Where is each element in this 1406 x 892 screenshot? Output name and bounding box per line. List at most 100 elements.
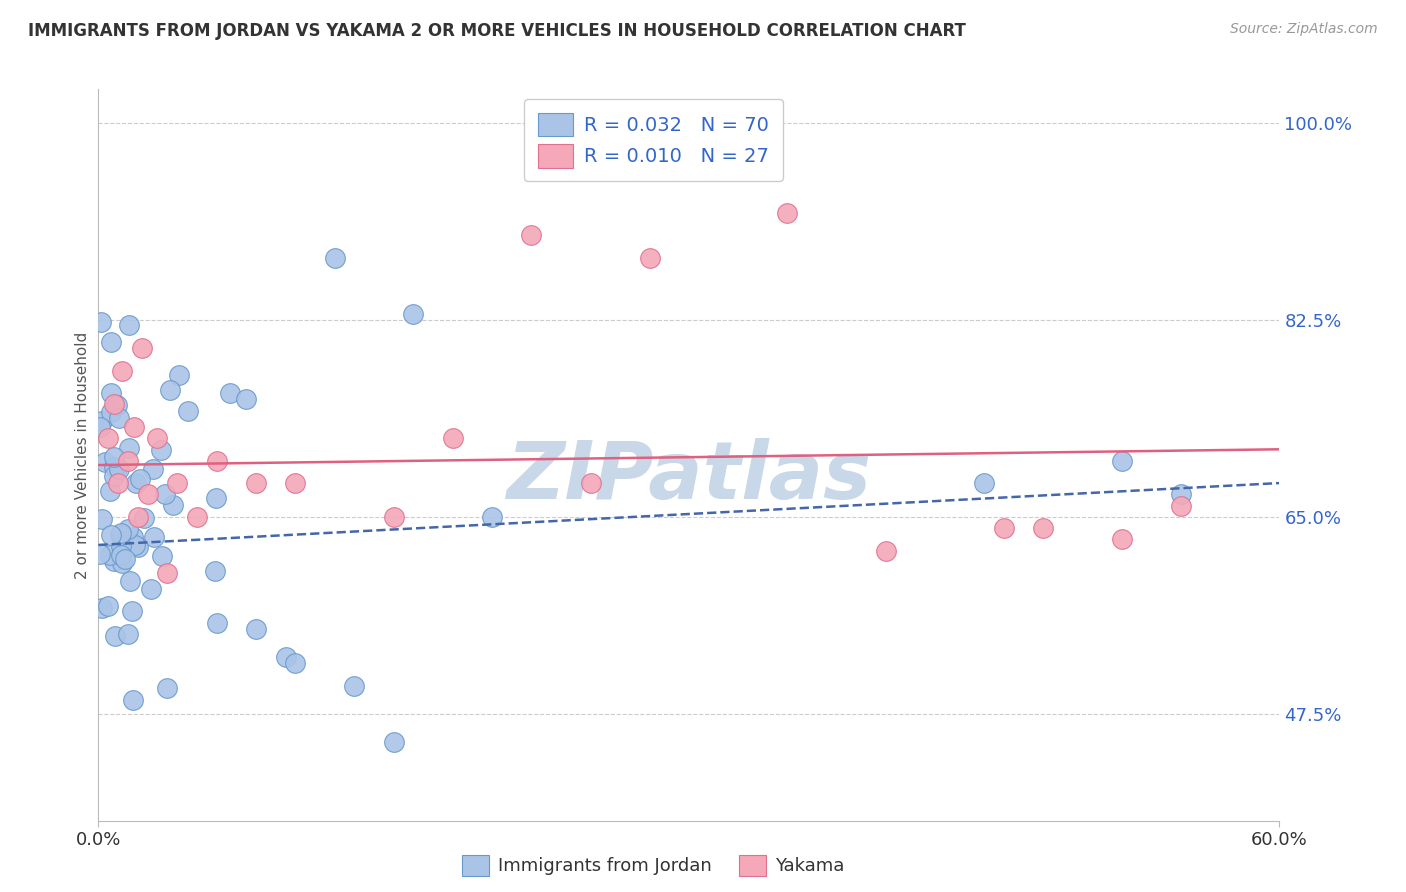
Point xyxy=(1170,487,1192,501)
Point xyxy=(143,530,166,544)
Point xyxy=(117,627,139,641)
Point xyxy=(638,251,661,265)
Point xyxy=(186,509,208,524)
Point xyxy=(973,476,995,491)
Point xyxy=(177,404,200,418)
Point xyxy=(89,420,111,434)
Point xyxy=(1032,521,1054,535)
Point xyxy=(149,442,172,457)
Point xyxy=(97,431,120,445)
Text: IMMIGRANTS FROM JORDAN VS YAKAMA 2 OR MORE VEHICLES IN HOUSEHOLD CORRELATION CHA: IMMIGRANTS FROM JORDAN VS YAKAMA 2 OR MO… xyxy=(28,22,966,40)
Point xyxy=(276,650,298,665)
Point xyxy=(108,462,131,476)
Point xyxy=(139,582,162,596)
Y-axis label: 2 or more Vehicles in Household: 2 or more Vehicles in Household xyxy=(75,331,90,579)
Point xyxy=(121,530,143,544)
Point xyxy=(284,656,307,670)
Point xyxy=(103,460,125,475)
Point xyxy=(90,601,112,615)
Point xyxy=(107,476,129,491)
Point xyxy=(382,509,405,524)
Point xyxy=(115,533,138,547)
Point xyxy=(219,386,242,401)
Point xyxy=(159,384,181,398)
Point xyxy=(98,483,121,498)
Point xyxy=(118,318,141,332)
Point xyxy=(167,368,190,382)
Point xyxy=(382,735,405,749)
Point xyxy=(481,509,503,524)
Point xyxy=(343,679,366,693)
Point xyxy=(235,392,257,406)
Point xyxy=(579,476,602,491)
Point xyxy=(94,455,117,469)
Point xyxy=(121,604,143,618)
Point xyxy=(129,472,152,486)
Point xyxy=(1111,533,1133,547)
Point xyxy=(1111,453,1133,467)
Point xyxy=(136,487,159,501)
Point xyxy=(520,228,543,243)
Point xyxy=(110,539,132,553)
Point xyxy=(162,499,184,513)
Text: ZIPatlas: ZIPatlas xyxy=(506,438,872,516)
Point xyxy=(127,509,149,524)
Point xyxy=(91,414,114,428)
Point xyxy=(124,538,146,552)
Point xyxy=(402,307,425,321)
Point xyxy=(98,548,121,562)
Point xyxy=(110,526,132,541)
Point xyxy=(205,453,228,467)
Point xyxy=(103,469,125,483)
Point xyxy=(103,397,125,411)
Point xyxy=(121,692,143,706)
Point xyxy=(1170,499,1192,513)
Point xyxy=(100,334,122,349)
Point xyxy=(146,431,169,445)
Point xyxy=(110,548,132,562)
Point xyxy=(103,554,125,568)
Point xyxy=(100,385,122,400)
Point xyxy=(97,599,120,613)
Point xyxy=(205,491,228,505)
Point xyxy=(131,341,153,355)
Point xyxy=(117,522,139,536)
Point xyxy=(142,462,165,476)
Point xyxy=(205,615,228,630)
Point xyxy=(166,476,188,491)
Point xyxy=(127,540,149,554)
Point xyxy=(245,623,267,637)
Point xyxy=(323,251,346,265)
Point xyxy=(103,450,125,465)
Point xyxy=(132,511,155,525)
Point xyxy=(441,431,464,445)
Legend: Immigrants from Jordan, Yakama: Immigrants from Jordan, Yakama xyxy=(453,846,853,885)
Point xyxy=(284,476,307,491)
Point xyxy=(156,566,179,580)
Point xyxy=(108,528,131,542)
Point xyxy=(120,574,142,589)
Point xyxy=(245,476,267,491)
Point xyxy=(117,453,139,467)
Point xyxy=(105,460,128,475)
Point xyxy=(875,543,897,558)
Point xyxy=(114,552,136,566)
Point xyxy=(91,512,114,526)
Point xyxy=(90,315,112,329)
Point xyxy=(125,475,148,490)
Point xyxy=(111,363,134,377)
Point xyxy=(776,206,799,220)
Point xyxy=(100,404,122,418)
Point xyxy=(118,441,141,455)
Point xyxy=(156,681,179,695)
Point xyxy=(108,410,131,425)
Point xyxy=(153,487,176,501)
Point xyxy=(89,547,111,561)
Point xyxy=(150,549,173,563)
Point xyxy=(104,628,127,642)
Point xyxy=(122,419,145,434)
Point xyxy=(105,398,128,412)
Point xyxy=(100,528,122,542)
Point xyxy=(204,564,226,578)
Point xyxy=(111,556,134,570)
